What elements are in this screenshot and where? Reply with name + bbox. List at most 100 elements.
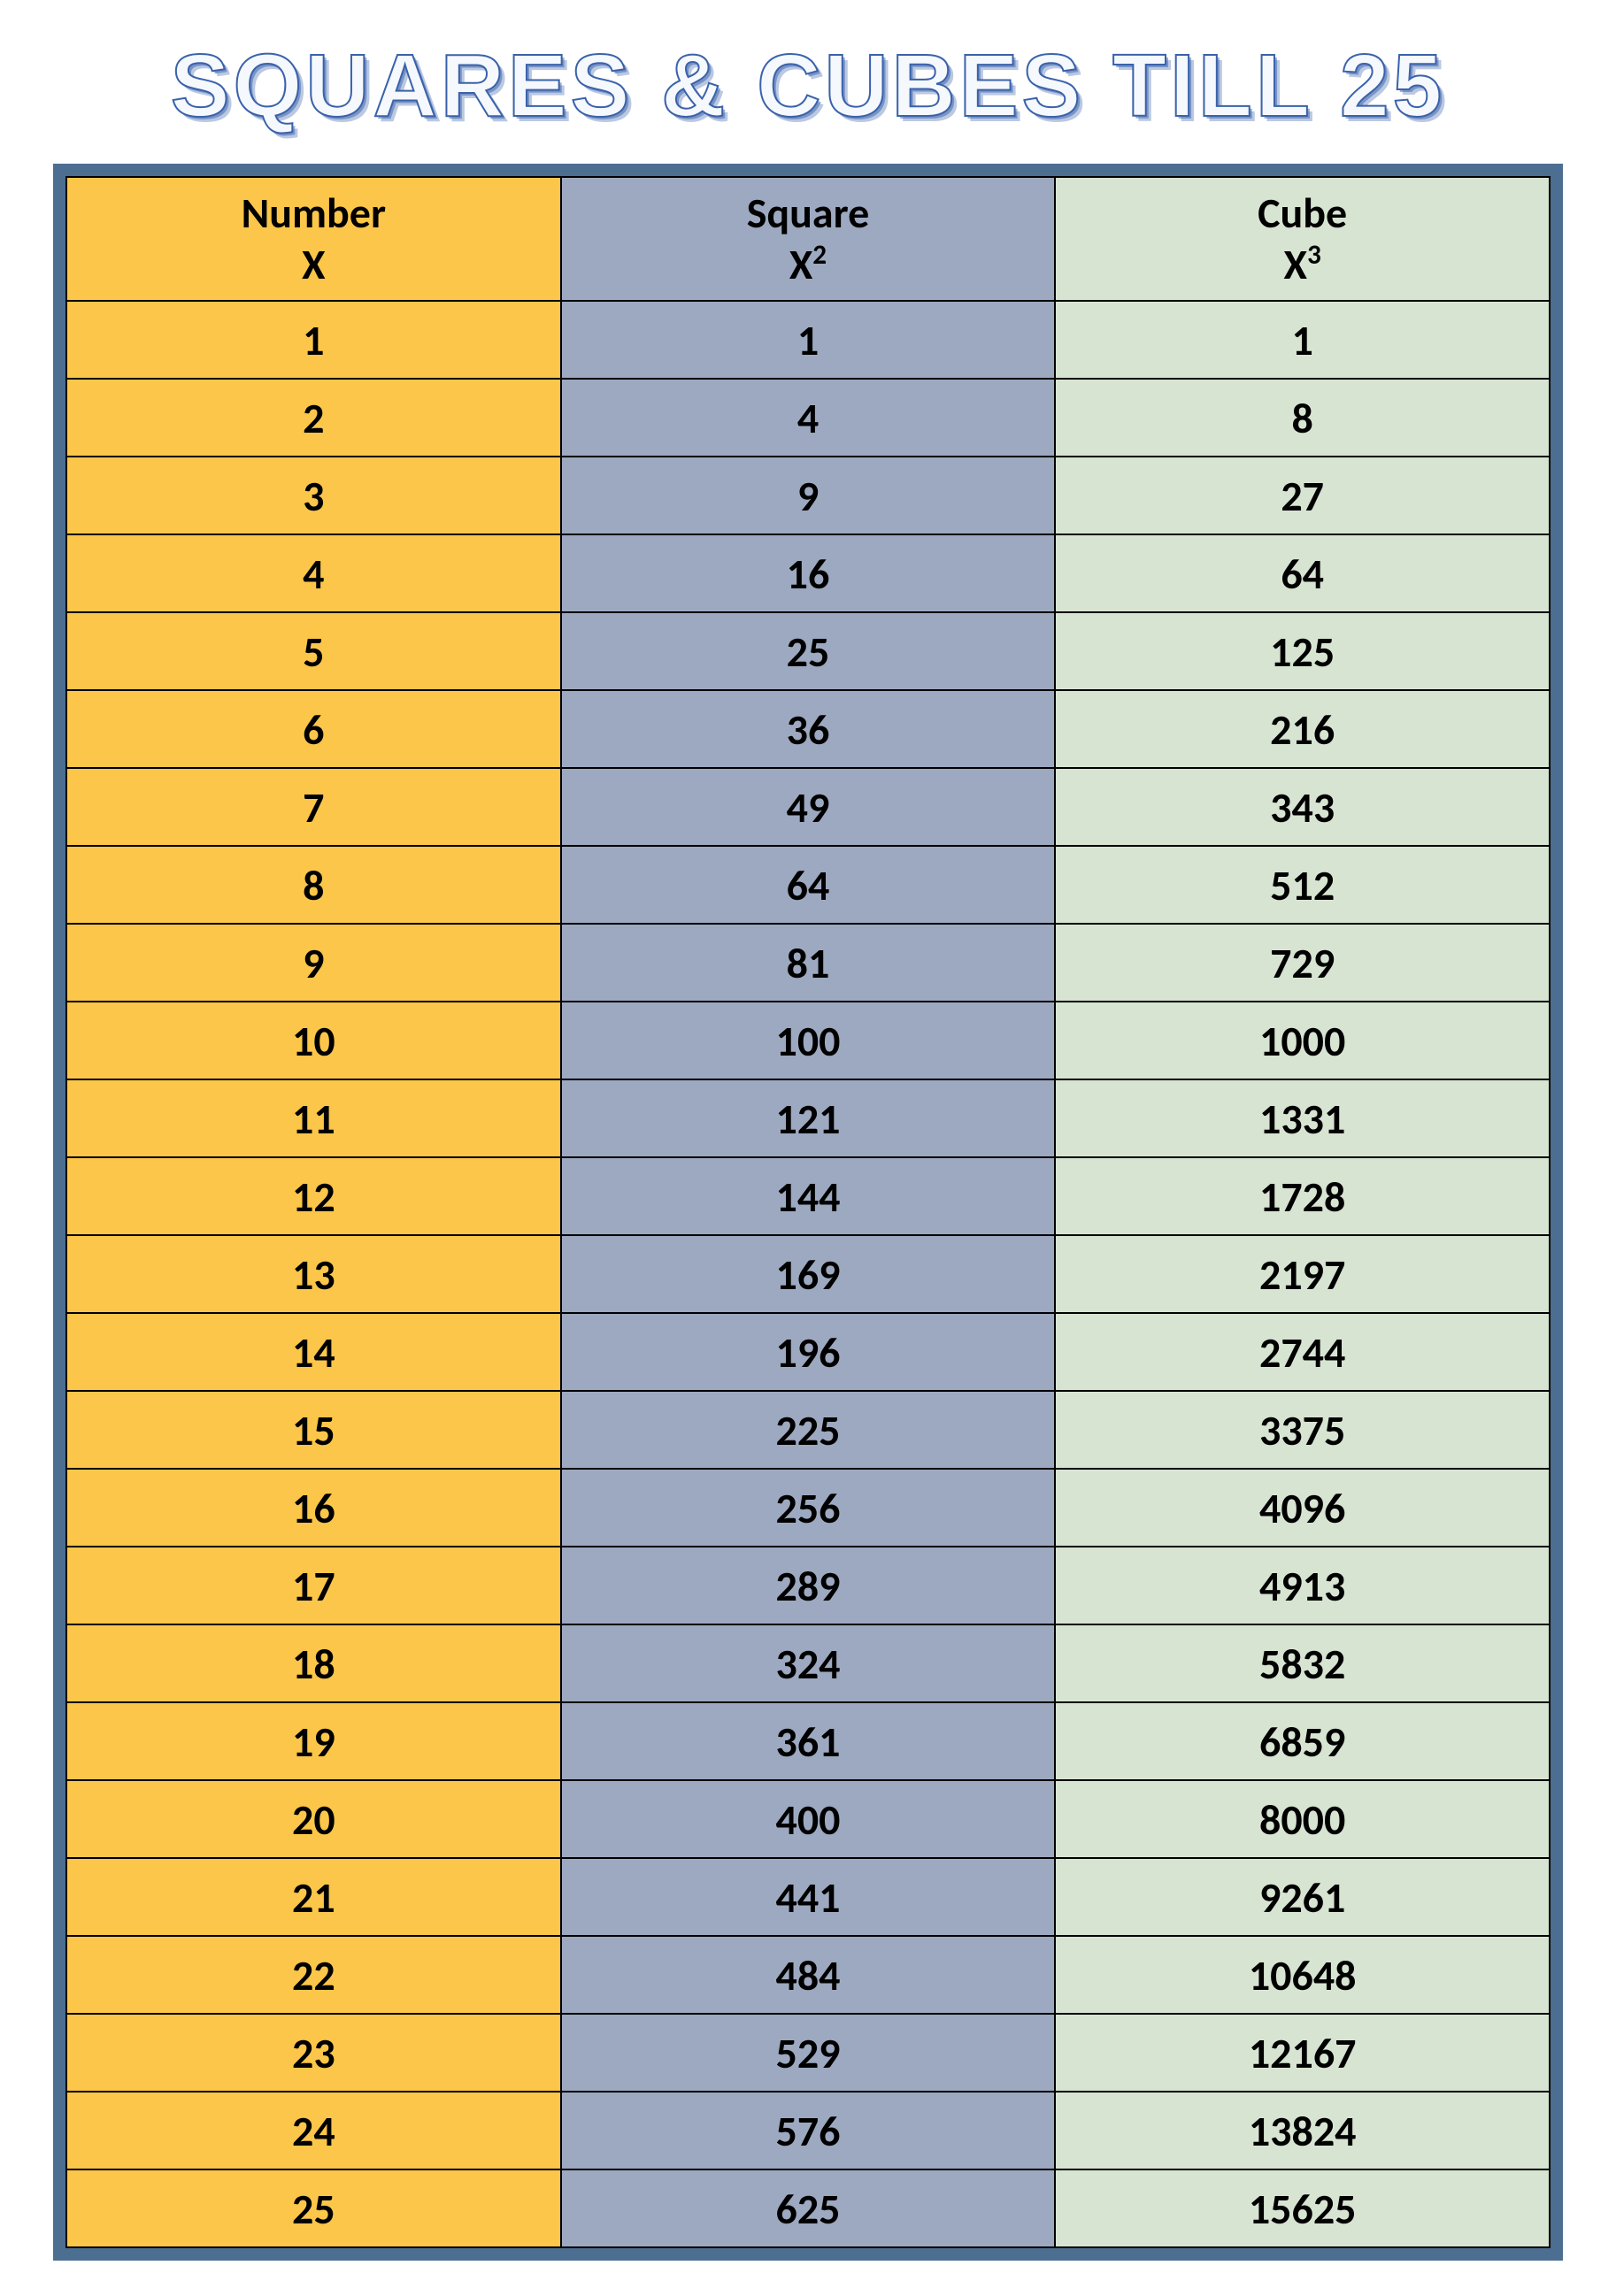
cell-square: 49 xyxy=(561,768,1056,846)
cell-number: 15 xyxy=(66,1391,561,1469)
table-header-row: Number X Square X2 Cube X3 xyxy=(66,177,1550,301)
cell-square: 576 xyxy=(561,2092,1056,2169)
cell-number: 24 xyxy=(66,2092,561,2169)
cell-square: 25 xyxy=(561,612,1056,690)
cell-number: 10 xyxy=(66,1002,561,1079)
table-body: 1112483927416645251256362167493438645129… xyxy=(66,301,1550,2247)
cell-cube: 1728 xyxy=(1055,1157,1550,1235)
cell-cube: 8000 xyxy=(1055,1780,1550,1858)
cell-square: 529 xyxy=(561,2014,1056,2092)
cell-number: 11 xyxy=(66,1079,561,1157)
cell-number: 12 xyxy=(66,1157,561,1235)
cell-number: 20 xyxy=(66,1780,561,1858)
header-cube-label: Cube xyxy=(1258,187,1347,239)
cell-square: 4 xyxy=(561,379,1056,457)
cell-number: 6 xyxy=(66,690,561,768)
header-cube-sub: X xyxy=(1284,238,1307,290)
cell-number: 5 xyxy=(66,612,561,690)
page-title: SQUARES & CUBES TILL 25 xyxy=(53,35,1563,137)
cell-cube: 13824 xyxy=(1055,2092,1550,2169)
header-number-sub: X xyxy=(302,238,325,290)
cell-number: 25 xyxy=(66,2169,561,2247)
header-square-sub: X xyxy=(789,238,812,290)
header-cube-exp: 3 xyxy=(1307,238,1321,272)
cell-square: 225 xyxy=(561,1391,1056,1469)
cell-cube: 64 xyxy=(1055,534,1550,612)
cell-square: 196 xyxy=(561,1313,1056,1391)
cell-number: 18 xyxy=(66,1624,561,1702)
cell-square: 256 xyxy=(561,1469,1056,1547)
table-row: 248 xyxy=(66,379,1550,457)
cell-cube: 27 xyxy=(1055,457,1550,534)
cell-number: 1 xyxy=(66,301,561,379)
header-square-exp: 2 xyxy=(812,238,827,272)
table-row: 2248410648 xyxy=(66,1936,1550,2014)
cell-cube: 125 xyxy=(1055,612,1550,690)
header-square: Square X2 xyxy=(561,177,1056,301)
table-row: 2562515625 xyxy=(66,2169,1550,2247)
cell-square: 100 xyxy=(561,1002,1056,1079)
table-row: 981729 xyxy=(66,924,1550,1002)
cell-square: 121 xyxy=(561,1079,1056,1157)
cell-square: 400 xyxy=(561,1780,1056,1858)
cell-cube: 216 xyxy=(1055,690,1550,768)
cell-cube: 1000 xyxy=(1055,1002,1550,1079)
cell-cube: 3375 xyxy=(1055,1391,1550,1469)
cell-cube: 1 xyxy=(1055,301,1550,379)
cell-square: 484 xyxy=(561,1936,1056,2014)
cell-cube: 12167 xyxy=(1055,2014,1550,2092)
cell-square: 16 xyxy=(561,534,1056,612)
cell-cube: 4096 xyxy=(1055,1469,1550,1547)
table-row: 121441728 xyxy=(66,1157,1550,1235)
cell-cube: 5832 xyxy=(1055,1624,1550,1702)
table-row: 636216 xyxy=(66,690,1550,768)
cell-number: 7 xyxy=(66,768,561,846)
table-row: 172894913 xyxy=(66,1547,1550,1624)
table-row: 101001000 xyxy=(66,1002,1550,1079)
cell-cube: 6859 xyxy=(1055,1702,1550,1780)
cell-number: 16 xyxy=(66,1469,561,1547)
squares-cubes-table: Number X Square X2 Cube X3 1112483927416… xyxy=(65,176,1551,2248)
cell-number: 17 xyxy=(66,1547,561,1624)
cell-number: 9 xyxy=(66,924,561,1002)
table-row: 141962744 xyxy=(66,1313,1550,1391)
cell-number: 3 xyxy=(66,457,561,534)
table-row: 204008000 xyxy=(66,1780,1550,1858)
cell-number: 21 xyxy=(66,1858,561,1936)
table-row: 3927 xyxy=(66,457,1550,534)
cell-square: 1 xyxy=(561,301,1056,379)
cell-cube: 10648 xyxy=(1055,1936,1550,2014)
cell-cube: 9261 xyxy=(1055,1858,1550,1936)
header-square-label: Square xyxy=(747,187,870,239)
table-row: 111211331 xyxy=(66,1079,1550,1157)
cell-square: 36 xyxy=(561,690,1056,768)
cell-cube: 2197 xyxy=(1055,1235,1550,1313)
table-row: 525125 xyxy=(66,612,1550,690)
cell-square: 9 xyxy=(561,457,1056,534)
table-row: 111 xyxy=(66,301,1550,379)
table-row: 193616859 xyxy=(66,1702,1550,1780)
squares-cubes-table-container: Number X Square X2 Cube X3 1112483927416… xyxy=(53,164,1563,2261)
header-number: Number X xyxy=(66,177,561,301)
cell-cube: 4913 xyxy=(1055,1547,1550,1624)
cell-cube: 512 xyxy=(1055,846,1550,924)
cell-square: 289 xyxy=(561,1547,1056,1624)
table-row: 749343 xyxy=(66,768,1550,846)
cell-number: 23 xyxy=(66,2014,561,2092)
table-row: 41664 xyxy=(66,534,1550,612)
cell-number: 4 xyxy=(66,534,561,612)
cell-square: 625 xyxy=(561,2169,1056,2247)
cell-cube: 2744 xyxy=(1055,1313,1550,1391)
cell-number: 14 xyxy=(66,1313,561,1391)
header-cube: Cube X3 xyxy=(1055,177,1550,301)
cell-square: 324 xyxy=(561,1624,1056,1702)
table-row: 131692197 xyxy=(66,1235,1550,1313)
table-row: 214419261 xyxy=(66,1858,1550,1936)
cell-number: 8 xyxy=(66,846,561,924)
cell-number: 2 xyxy=(66,379,561,457)
cell-cube: 1331 xyxy=(1055,1079,1550,1157)
cell-number: 19 xyxy=(66,1702,561,1780)
table-row: 162564096 xyxy=(66,1469,1550,1547)
cell-square: 169 xyxy=(561,1235,1056,1313)
table-row: 2352912167 xyxy=(66,2014,1550,2092)
